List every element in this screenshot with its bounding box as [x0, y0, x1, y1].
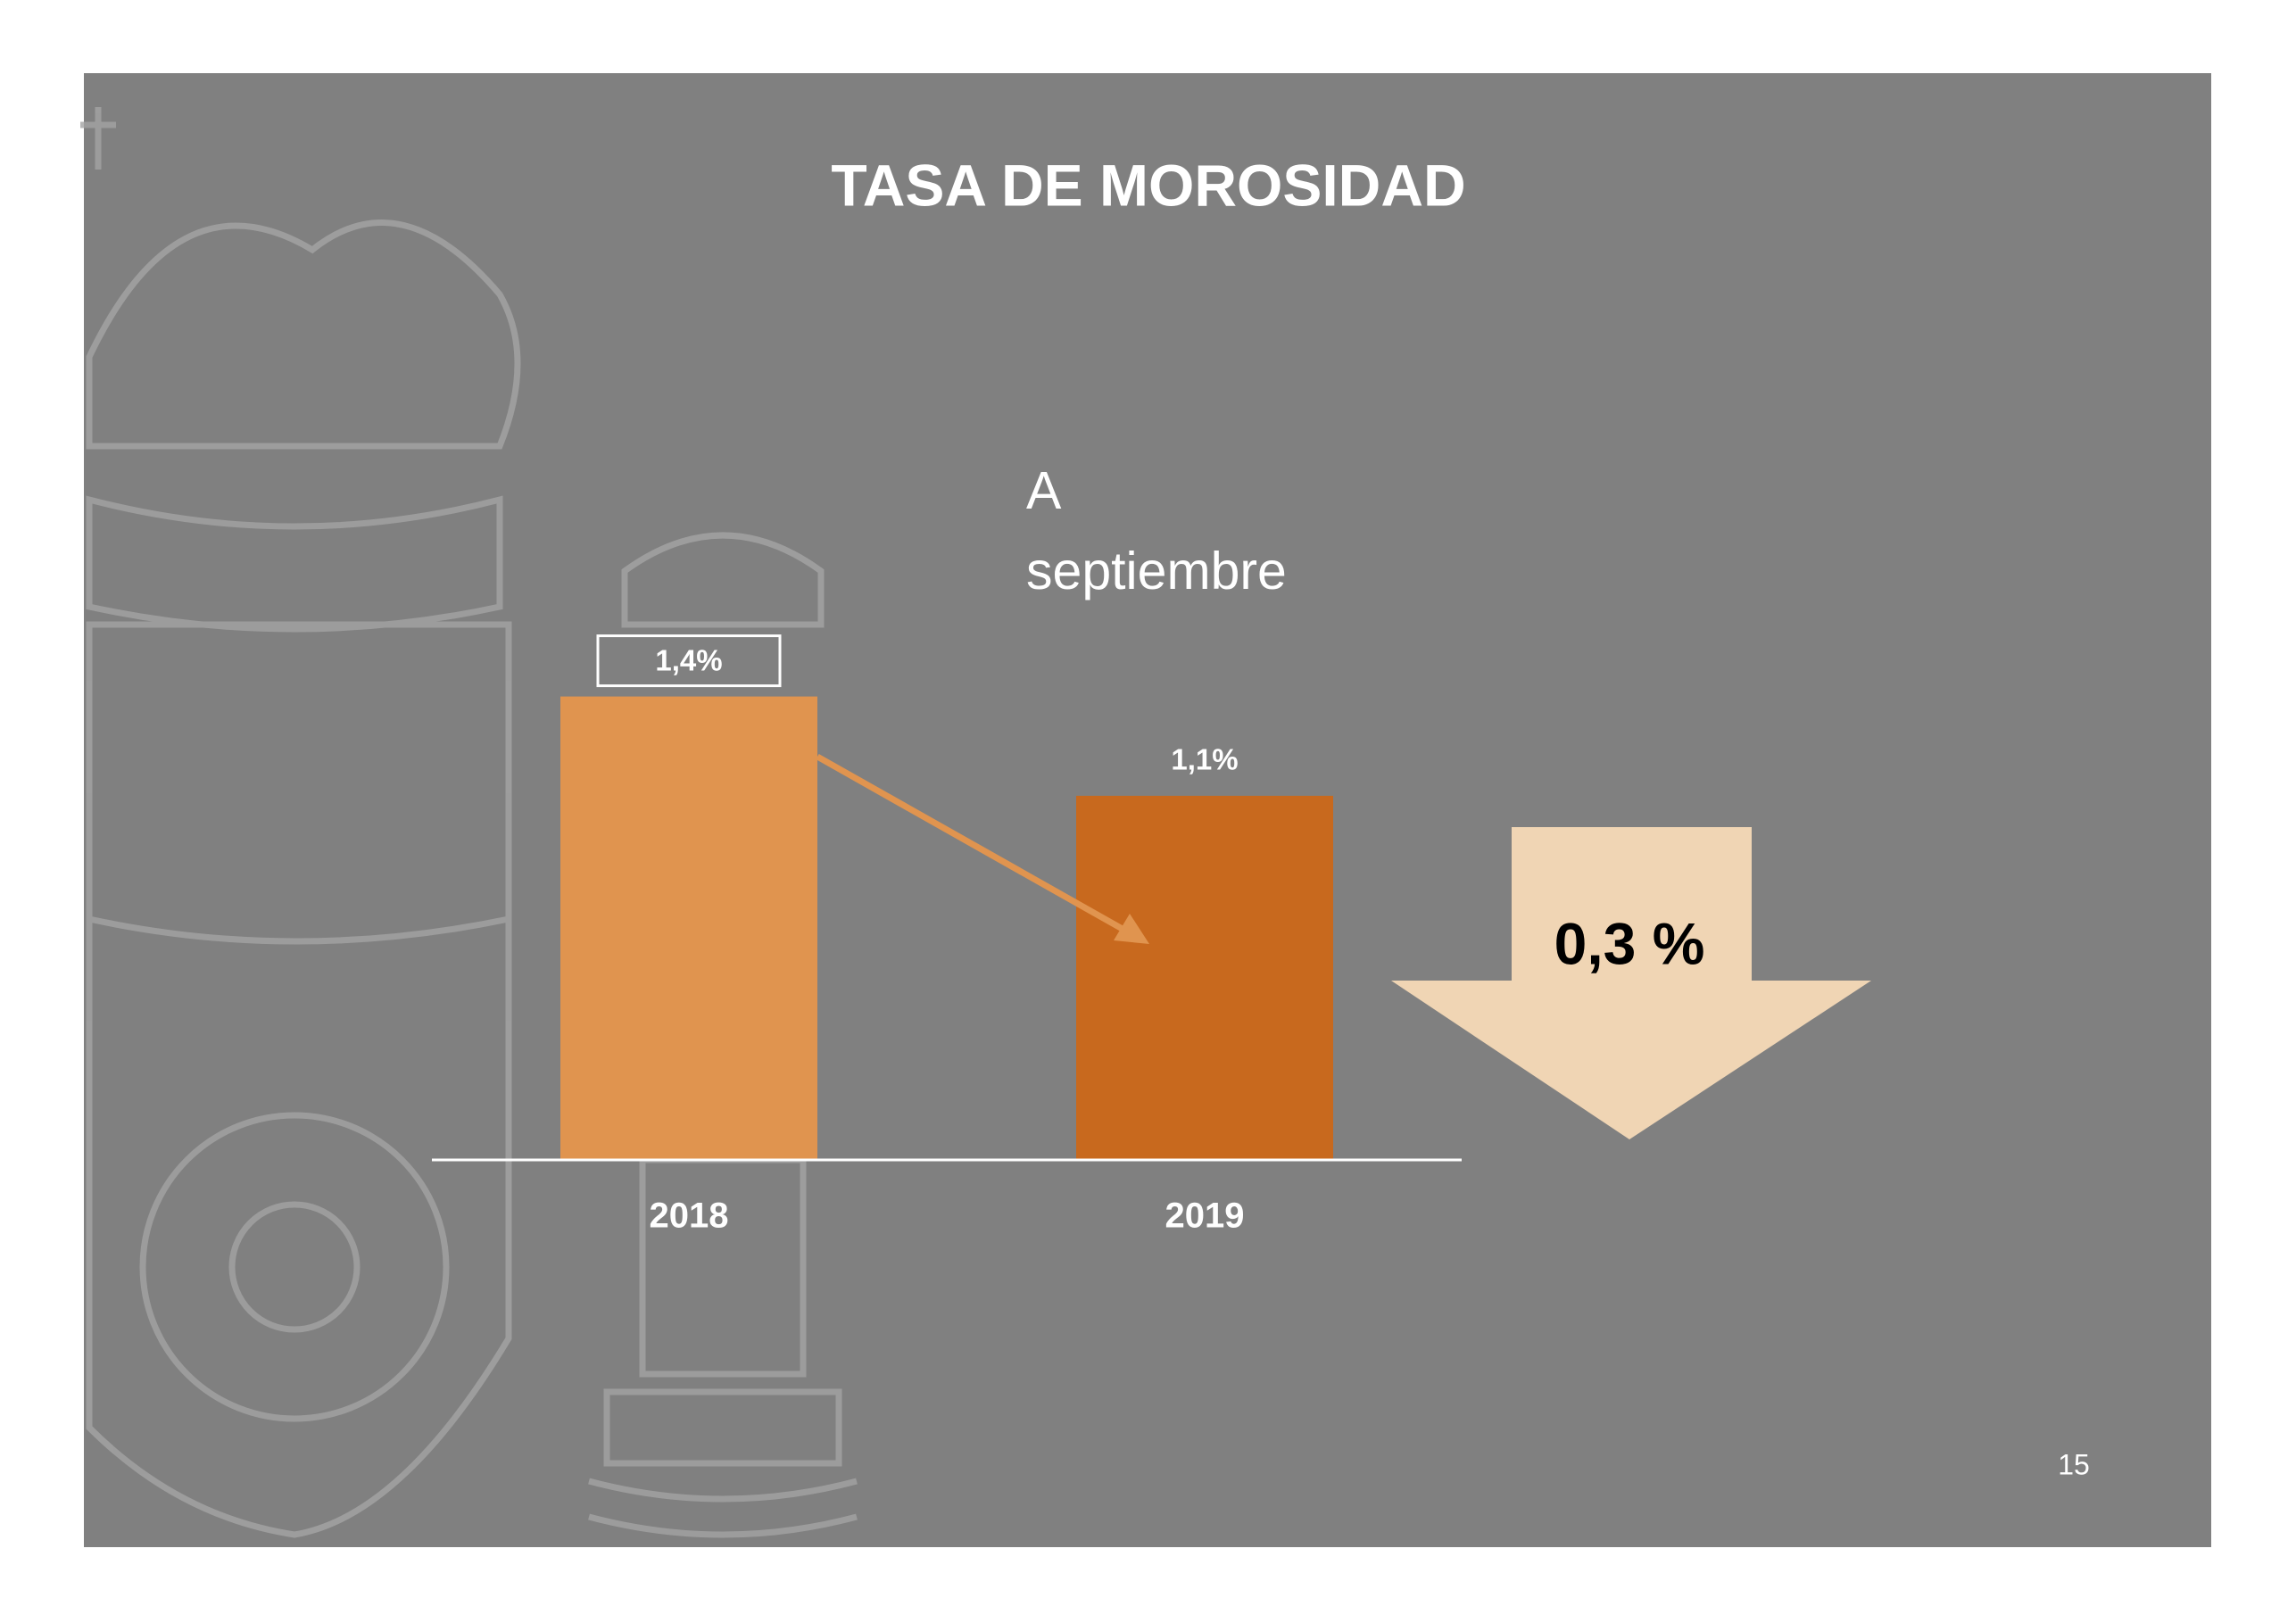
bar	[1076, 795, 1333, 1160]
plot: 1,4% 2018 1,1% 2019	[560, 634, 1333, 1236]
bar	[560, 696, 817, 1160]
chart-title: TASA DE MOROSIDAD	[831, 152, 1465, 218]
page-number: 15	[2058, 1448, 2090, 1480]
trend-arrow	[816, 753, 1135, 939]
coat-of-arms	[80, 107, 858, 1538]
x-tick-label: 2019	[1165, 1197, 1245, 1236]
subtitle-box: A septiembre	[1026, 461, 1287, 600]
value-label-box	[596, 634, 782, 688]
value-label: 1,1%	[1171, 743, 1238, 776]
value-label: 1,4%	[655, 643, 722, 676]
trend-arrow-head	[1114, 914, 1149, 944]
decrease-label: 0,3 %	[1554, 910, 1705, 976]
decrease-arrow	[1391, 827, 1871, 1139]
chart-subtitle: A septiembre	[1026, 461, 1287, 600]
x-tick-label: 2018	[650, 1197, 729, 1236]
